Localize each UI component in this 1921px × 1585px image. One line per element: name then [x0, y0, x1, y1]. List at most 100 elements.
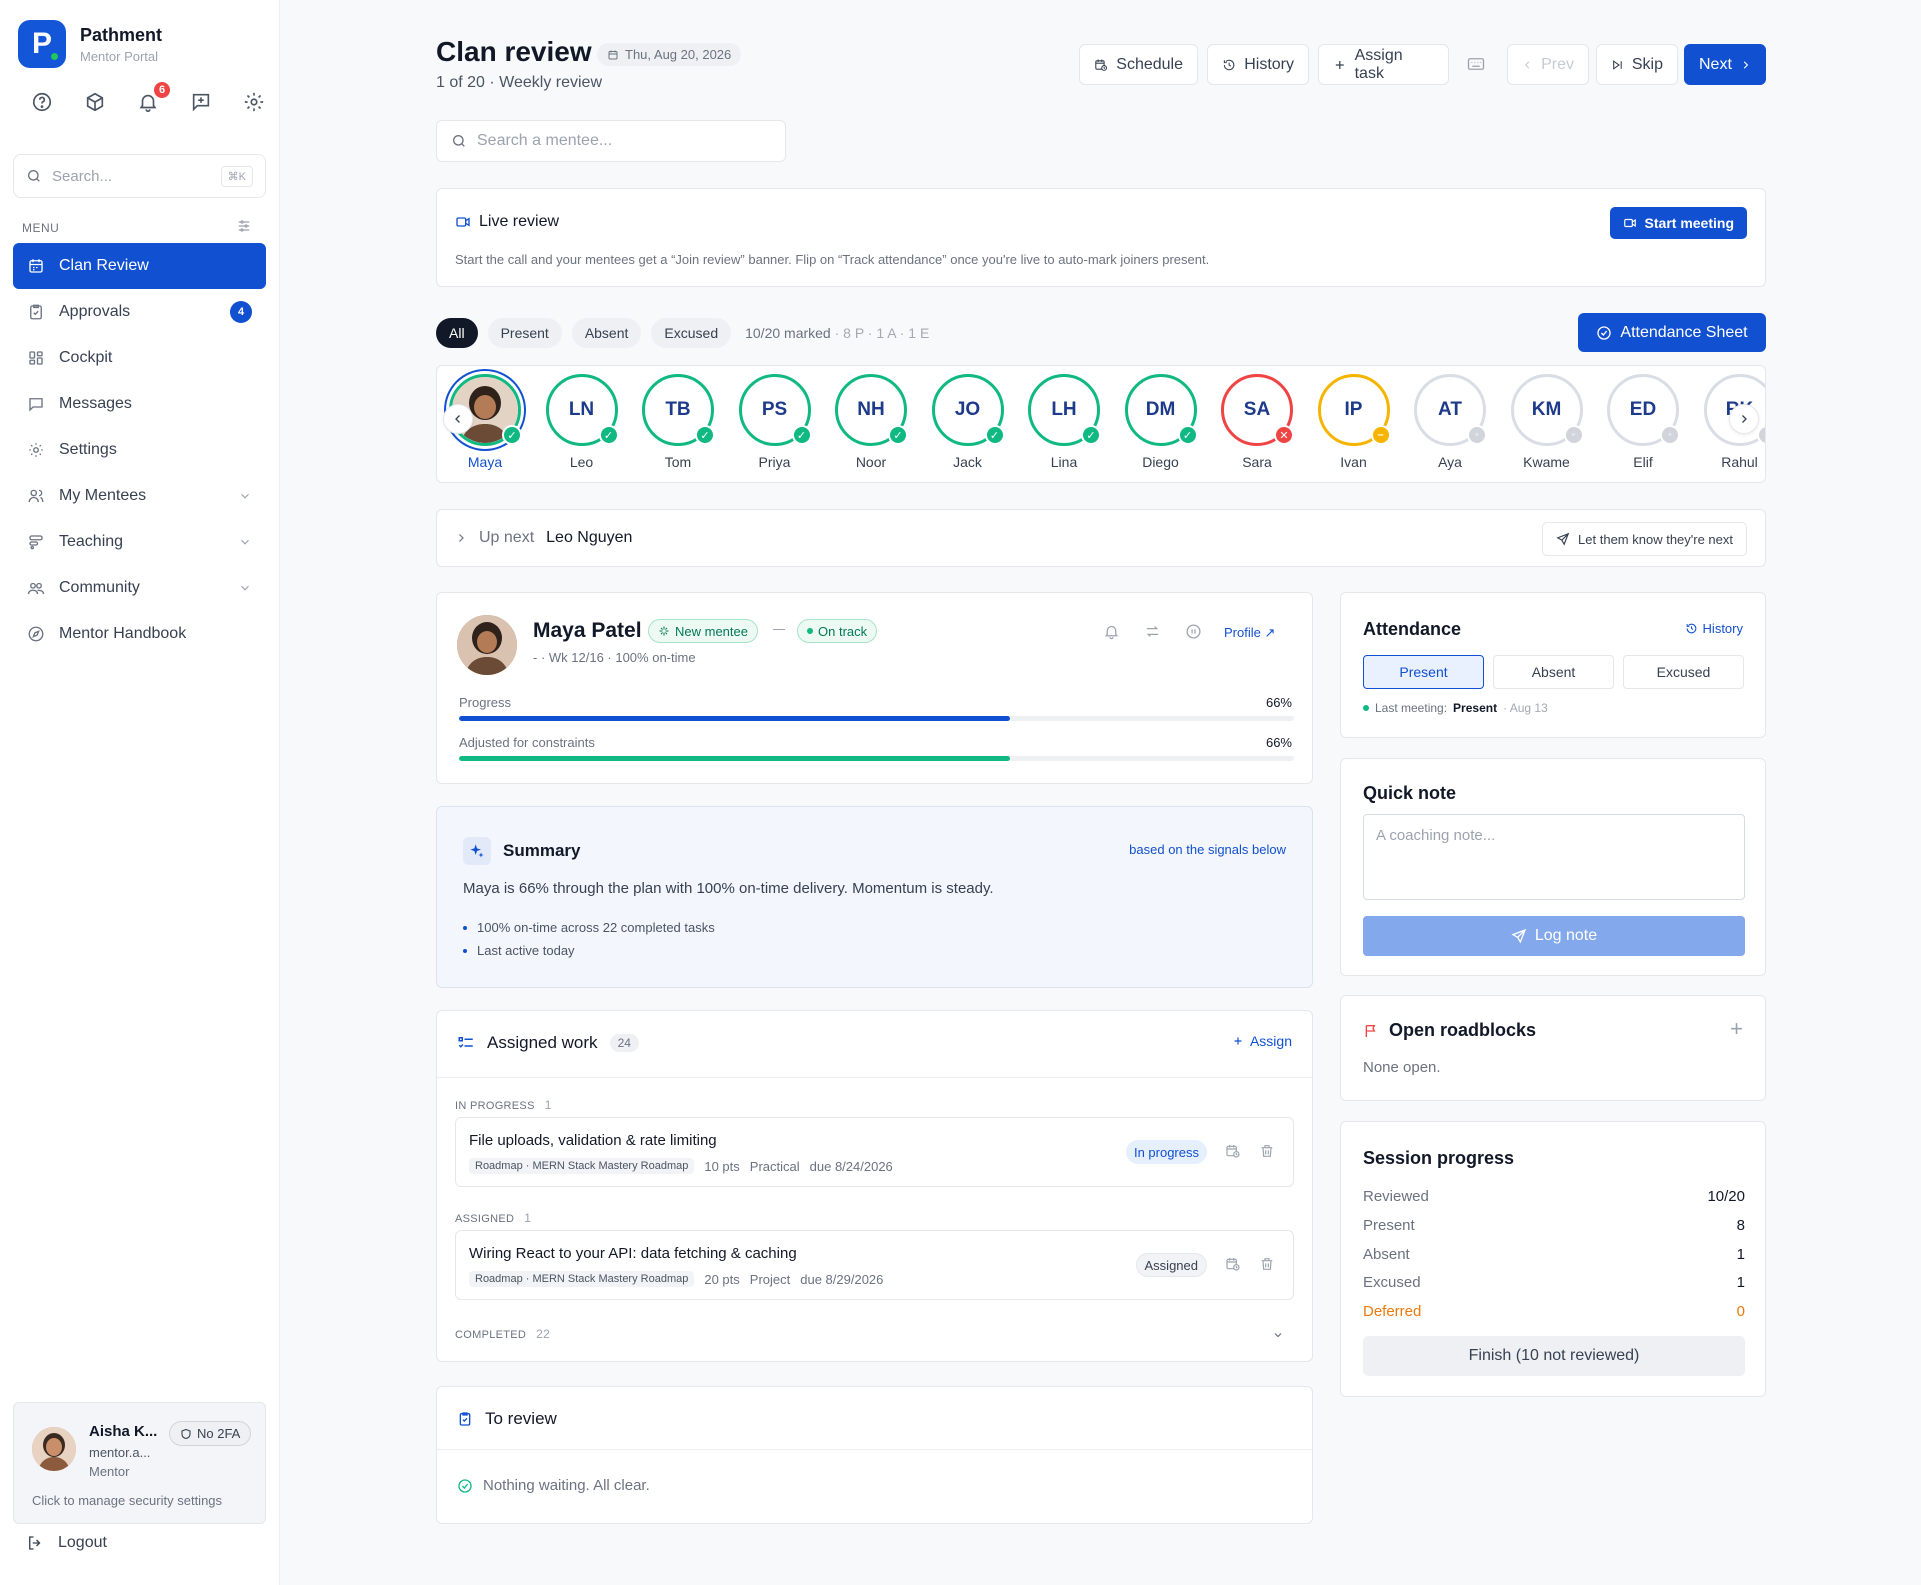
profile-link[interactable]: Profile ↗	[1224, 625, 1275, 641]
help-icon[interactable]	[28, 88, 56, 116]
filter-chip-excused[interactable]: Excused	[651, 318, 732, 348]
divider	[437, 1077, 1312, 1078]
sliders-icon[interactable]	[236, 218, 252, 234]
mentee-avatar-kwame[interactable]: KM ◦ Kwame	[1507, 374, 1587, 470]
sidebar-item-community[interactable]: Community	[13, 565, 266, 611]
swap-icon[interactable]	[1144, 623, 1161, 640]
sidebar-item-label: Approvals	[59, 303, 131, 320]
strip-scroll-right-button[interactable]	[1729, 404, 1759, 434]
mentee-avatar-leo[interactable]: LN ✓ Leo	[542, 374, 622, 470]
logout-button[interactable]: Logout	[26, 1534, 107, 1552]
filter-chip-all[interactable]: All	[436, 318, 478, 348]
clipboard-check-icon	[459, 1412, 471, 1426]
to-review-header: To review	[457, 1409, 557, 1429]
mentee-avatar-jack[interactable]: JO ✓ Jack	[928, 374, 1008, 470]
mentee-avatar-ivan[interactable]: IP – Ivan	[1314, 374, 1394, 470]
bell-icon[interactable]	[1103, 623, 1120, 640]
start-meeting-button[interactable]: Start meeting	[1609, 207, 1747, 239]
notify-next-label: Let them know they're next	[1578, 531, 1733, 547]
row-value: 1	[1736, 1246, 1745, 1263]
prev-button[interactable]: Prev	[1507, 44, 1589, 85]
sidebar-item-messages[interactable]: Messages	[13, 381, 266, 427]
log-note-button[interactable]: Log note	[1363, 916, 1745, 956]
mentee-name: Leo	[569, 454, 594, 470]
user-security-hint: Click to manage security settings	[32, 1493, 223, 1508]
grid-icon	[29, 351, 43, 365]
quick-note-textarea[interactable]: A coaching note...	[1363, 814, 1745, 900]
user-security-card[interactable]: Aisha K... mentor.a... Mentor No 2FA Cli…	[13, 1402, 266, 1524]
attendance-option-present[interactable]: Present	[1363, 655, 1484, 689]
assigned-work-card: Assigned work 24 Assign IN PROGRESS 1 Fil…	[436, 1010, 1313, 1362]
add-roadblock-button[interactable]: +	[1730, 1016, 1743, 1041]
assign-label: Assign	[1249, 1033, 1292, 1049]
cube-icon[interactable]	[81, 88, 109, 116]
mentee-avatar-diego[interactable]: DM ✓ Diego	[1121, 374, 1201, 470]
attendance-sheet-button[interactable]: Attendance Sheet	[1578, 313, 1766, 352]
pause-icon[interactable]	[1185, 623, 1202, 640]
row-value: 8	[1736, 1217, 1745, 1234]
log-note-label: Log note	[1534, 927, 1598, 944]
reschedule-icon[interactable]	[1225, 1256, 1241, 1272]
prev-label: Prev	[1541, 55, 1574, 73]
marked-detail: · 8 P · 1 A · 1 E	[834, 325, 930, 341]
summary-signals-link[interactable]: based on the signals below	[1129, 842, 1286, 857]
filter-chip-absent[interactable]: Absent	[571, 318, 642, 348]
chevron-down-icon[interactable]	[1272, 1329, 1284, 1341]
task-row[interactable]: Wiring React to your API: data fetching …	[455, 1230, 1294, 1300]
mentee-name: Noor	[855, 454, 887, 470]
reschedule-icon[interactable]	[1225, 1143, 1241, 1159]
mentee-avatar-elif[interactable]: ED ◦ Elif	[1603, 374, 1683, 470]
notify-next-button[interactable]: Let them know they're next	[1542, 522, 1747, 556]
mentee-circle: IP –	[1317, 374, 1391, 446]
section-completed[interactable]: COMPLETED 22	[455, 1327, 550, 1341]
task-due: due 8/24/2026	[809, 1158, 893, 1174]
brand[interactable]: P Pathment Mentor Portal	[18, 20, 162, 68]
finish-button[interactable]: Finish (10 not reviewed)	[1363, 1336, 1745, 1376]
sidebar-search-input[interactable]: Search... ⌘K	[13, 154, 266, 198]
history-button[interactable]: History	[1207, 44, 1309, 85]
mentee-avatar-lina[interactable]: LH ✓ Lina	[1024, 374, 1104, 470]
x-icon: ✕	[1274, 425, 1294, 445]
chevron-right-icon	[459, 534, 464, 542]
keyboard-icon[interactable]	[1467, 56, 1485, 72]
sidebar-item-clan-review[interactable]: Clan Review	[13, 243, 266, 289]
mentee-name: Sara	[1242, 454, 1272, 470]
sidebar-item-teaching[interactable]: Teaching	[13, 519, 266, 565]
sidebar-item-mentor-handbook[interactable]: Mentor Handbook	[13, 611, 266, 657]
trash-icon[interactable]	[1259, 1256, 1275, 1272]
strip-scroll-left-button[interactable]	[443, 404, 473, 434]
mentee-avatar-sara[interactable]: SA ✕ Sara	[1217, 374, 1297, 470]
check-icon: ✓	[1081, 425, 1101, 445]
attendance-option-excused[interactable]: Excused	[1623, 655, 1744, 689]
gear-icon[interactable]	[240, 88, 268, 116]
up-next-info[interactable]: Up next Leo Nguyen	[455, 529, 632, 547]
summary-title: Summary	[463, 837, 580, 865]
sidebar-item-approvals[interactable]: Approvals 4	[13, 289, 266, 335]
attendance-option-absent[interactable]: Absent	[1493, 655, 1614, 689]
marked-count: 10/20 marked	[745, 325, 831, 341]
next-button[interactable]: Next	[1684, 44, 1766, 85]
sidebar-item-my-mentees[interactable]: My Mentees	[13, 473, 266, 519]
filter-chip-present[interactable]: Present	[487, 318, 562, 348]
schedule-button[interactable]: Schedule	[1079, 44, 1198, 85]
brand-logo: P	[18, 20, 66, 68]
task-kind: Practical	[749, 1158, 800, 1174]
skip-button[interactable]: Skip	[1596, 44, 1678, 85]
feedback-icon[interactable]	[187, 88, 215, 116]
bell-icon[interactable]: 6	[134, 80, 172, 116]
mentee-avatar-priya[interactable]: PS ✓ Priya	[735, 374, 815, 470]
trash-icon[interactable]	[1259, 1143, 1275, 1159]
date-badge: Thu, Aug 20, 2026	[597, 43, 742, 66]
mentee-avatar-aya[interactable]: AT ◦ Aya	[1410, 374, 1490, 470]
task-row[interactable]: File uploads, validation & rate limiting…	[455, 1117, 1294, 1187]
mentee-avatar-tom[interactable]: TB ✓ Tom	[638, 374, 718, 470]
mentee-avatar-noor[interactable]: NH ✓ Noor	[831, 374, 911, 470]
mentee-search-input[interactable]: Search a mentee...	[436, 120, 786, 162]
assign-button[interactable]: Assign	[1232, 1033, 1292, 1049]
sidebar-item-cockpit[interactable]: Cockpit	[13, 335, 266, 381]
sidebar-item-settings[interactable]: Settings	[13, 427, 266, 473]
page-subtitle: 1 of 20 · Weekly review	[436, 74, 602, 91]
assign-task-button[interactable]: Assign task	[1318, 44, 1449, 85]
attendance-history-link[interactable]: History	[1685, 621, 1743, 636]
plus-icon	[1234, 1037, 1242, 1045]
